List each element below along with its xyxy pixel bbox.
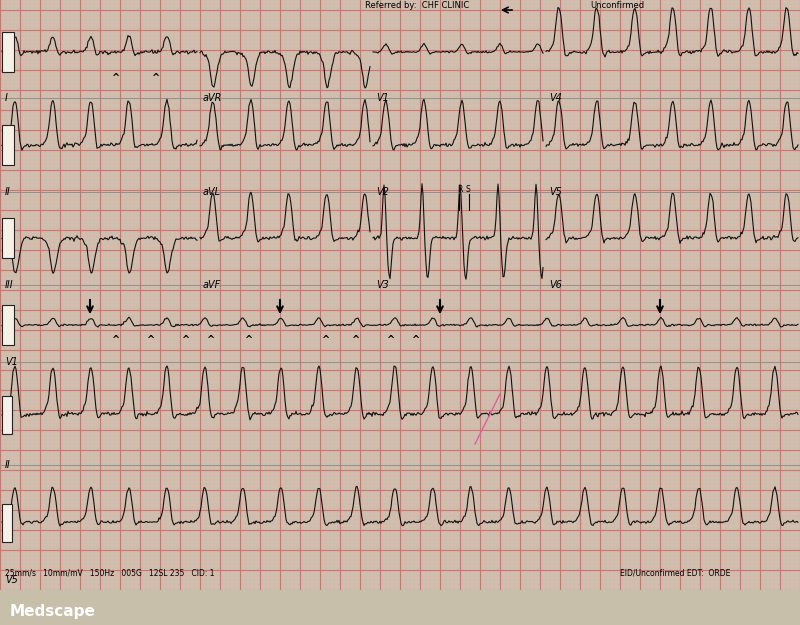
Text: V5: V5 (549, 187, 562, 197)
Text: ^: ^ (111, 73, 119, 83)
Text: ^: ^ (206, 335, 214, 345)
Text: 25mm/s   10mm/mV   150Hz   005G   12SL 235   CID: 1: 25mm/s 10mm/mV 150Hz 005G 12SL 235 CID: … (5, 569, 214, 578)
Text: ^: ^ (111, 335, 119, 345)
Text: Referred by:  CHF CLINIC: Referred by: CHF CLINIC (365, 1, 470, 10)
Text: ^: ^ (386, 335, 394, 345)
Text: V4: V4 (549, 93, 562, 103)
Bar (2, 32, 14, 72)
Bar (2, 396, 12, 434)
Text: V6: V6 (549, 280, 562, 290)
Text: I: I (5, 93, 8, 103)
Text: aVL: aVL (203, 187, 221, 197)
Text: ^: ^ (321, 335, 329, 345)
Text: S: S (466, 185, 470, 194)
Bar (2, 125, 14, 165)
Text: ^: ^ (244, 335, 252, 345)
Text: ^: ^ (146, 335, 154, 345)
Text: ^: ^ (151, 73, 159, 83)
Text: ^: ^ (411, 335, 419, 345)
Text: V5: V5 (5, 575, 18, 585)
Text: aVF: aVF (203, 280, 222, 290)
Text: V1: V1 (5, 357, 18, 367)
Text: Unconfirmed: Unconfirmed (590, 1, 644, 10)
Text: R: R (458, 185, 462, 194)
Text: EID/Unconfirmed EDT:  ORDE: EID/Unconfirmed EDT: ORDE (620, 569, 730, 578)
Bar (2, 305, 14, 345)
Text: II: II (5, 460, 10, 470)
Text: Medscape: Medscape (10, 604, 95, 619)
Text: ^: ^ (181, 335, 189, 345)
Text: ^: ^ (351, 335, 359, 345)
Text: V3: V3 (376, 280, 389, 290)
Text: aVR: aVR (203, 93, 222, 103)
Bar (2, 504, 12, 542)
Text: III: III (5, 280, 14, 290)
Bar (2, 218, 14, 258)
Text: II: II (5, 187, 10, 197)
Text: V2: V2 (376, 187, 389, 197)
Text: V1: V1 (376, 93, 389, 103)
